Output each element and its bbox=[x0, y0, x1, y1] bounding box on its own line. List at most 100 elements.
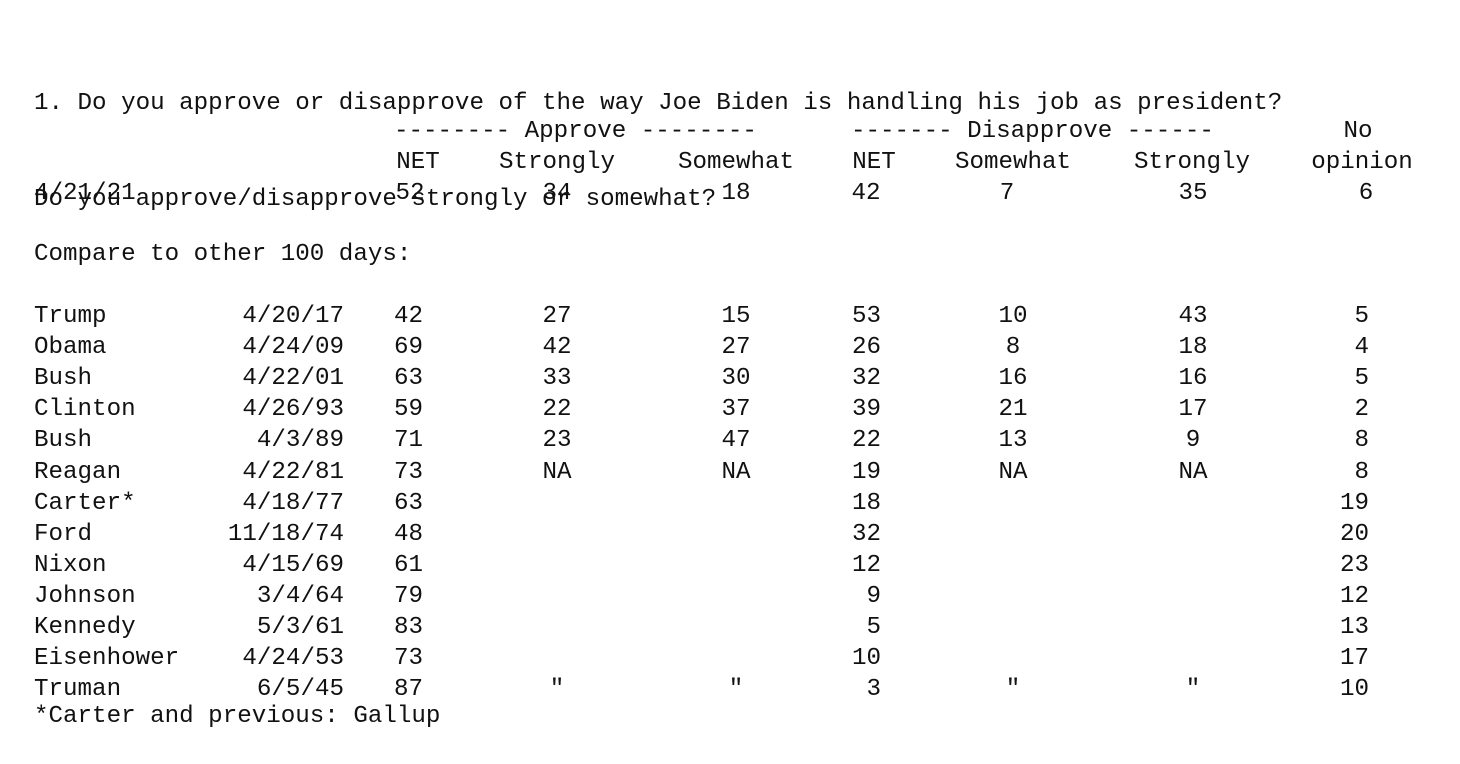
cell-approve-somewhat: NA bbox=[721, 459, 751, 486]
cell-disapprove-somewhat: 10 bbox=[998, 303, 1028, 330]
cell-disapprove-net: 3 bbox=[866, 676, 881, 703]
cell-disapprove-net: 32 bbox=[851, 521, 881, 548]
current-date: 4/21/21 bbox=[34, 180, 136, 207]
president-name: Trump bbox=[34, 303, 107, 330]
cell-approve-somewhat: 37 bbox=[721, 396, 751, 423]
cell-approve-net: 73 bbox=[394, 645, 424, 672]
poll-date: 6/5/45 bbox=[256, 676, 344, 703]
cell-disapprove-net: 32 bbox=[851, 365, 881, 392]
col-header-approve-net: NET bbox=[396, 149, 440, 176]
cell-no-opinion: 12 bbox=[1339, 583, 1369, 610]
poll-date: 4/15/69 bbox=[242, 552, 344, 579]
cell-no-opinion: 23 bbox=[1339, 552, 1369, 579]
cell-approve-strongly: " bbox=[549, 676, 565, 703]
cell-disapprove-net: 10 bbox=[851, 645, 881, 672]
cell-approve-net: 71 bbox=[394, 427, 424, 454]
col-header-disapprove-strongly: Strongly bbox=[1133, 149, 1251, 176]
current-approve-somewhat: 18 bbox=[721, 180, 751, 207]
cell-no-opinion: 17 bbox=[1339, 645, 1369, 672]
cell-approve-strongly: NA bbox=[542, 459, 572, 486]
cell-disapprove-somewhat: 16 bbox=[998, 365, 1028, 392]
president-name: Bush bbox=[34, 365, 93, 392]
cell-approve-net: 59 bbox=[394, 396, 424, 423]
cell-disapprove-somewhat: 13 bbox=[998, 427, 1028, 454]
current-disapprove-somewhat: 7 bbox=[999, 180, 1015, 207]
president-name: Nixon bbox=[34, 552, 107, 579]
current-approve-net: 52 bbox=[395, 180, 425, 207]
cell-approve-net: 79 bbox=[394, 583, 424, 610]
president-name: Kennedy bbox=[34, 614, 136, 641]
cell-disapprove-strongly: 43 bbox=[1178, 303, 1208, 330]
col-header-disapprove-net: NET bbox=[852, 149, 896, 176]
cell-disapprove-net: 5 bbox=[866, 614, 881, 641]
cell-approve-net: 63 bbox=[394, 490, 424, 517]
current-approve-strongly: 34 bbox=[542, 180, 572, 207]
poll-date: 4/24/09 bbox=[242, 334, 344, 361]
president-name: Reagan bbox=[34, 459, 122, 486]
cell-approve-net: 73 bbox=[394, 459, 424, 486]
cell-disapprove-somewhat: 8 bbox=[1005, 334, 1021, 361]
poll-date: 4/18/77 bbox=[242, 490, 344, 517]
cell-approve-strongly: 22 bbox=[542, 396, 572, 423]
poll-date: 4/22/81 bbox=[242, 459, 344, 486]
cell-disapprove-net: 19 bbox=[851, 459, 881, 486]
cell-approve-somewhat: 15 bbox=[721, 303, 751, 330]
cell-approve-net: 83 bbox=[394, 614, 424, 641]
poll-date: 4/20/17 bbox=[242, 303, 344, 330]
cell-approve-net: 63 bbox=[394, 365, 424, 392]
poll-date: 4/3/89 bbox=[256, 427, 344, 454]
poll-date: 4/22/01 bbox=[242, 365, 344, 392]
approve-group-header: -------- Approve -------- bbox=[394, 118, 757, 145]
president-name: Obama bbox=[34, 334, 107, 361]
cell-disapprove-net: 39 bbox=[851, 396, 881, 423]
president-name: Ford bbox=[34, 521, 93, 548]
current-disapprove-strongly: 35 bbox=[1178, 180, 1208, 207]
president-name: Carter* bbox=[34, 490, 136, 517]
no-opinion-header-top: No bbox=[1343, 118, 1373, 145]
cell-disapprove-strongly: 17 bbox=[1178, 396, 1208, 423]
poll-date: 11/18/74 bbox=[227, 521, 344, 548]
no-opinion-header-bottom: opinion bbox=[1311, 149, 1413, 176]
cell-disapprove-somewhat: NA bbox=[998, 459, 1028, 486]
compare-label: Compare to other 100 days: bbox=[34, 241, 412, 268]
poll-date: 4/26/93 bbox=[242, 396, 344, 423]
col-header-disapprove-somewhat: Somewhat bbox=[954, 149, 1072, 176]
cell-approve-net: 69 bbox=[394, 334, 424, 361]
president-name: Clinton bbox=[34, 396, 136, 423]
footnote: *Carter and previous: Gallup bbox=[34, 703, 441, 730]
question-line-2: Do you approve/disapprove strongly or so… bbox=[34, 186, 717, 213]
cell-no-opinion: 19 bbox=[1339, 490, 1369, 517]
cell-disapprove-net: 18 bbox=[851, 490, 881, 517]
cell-approve-strongly: 23 bbox=[542, 427, 572, 454]
cell-approve-net: 42 bbox=[394, 303, 424, 330]
cell-no-opinion: 2 bbox=[1354, 396, 1369, 423]
cell-disapprove-net: 9 bbox=[866, 583, 881, 610]
cell-disapprove-strongly: 18 bbox=[1178, 334, 1208, 361]
cell-approve-net: 48 bbox=[394, 521, 424, 548]
cell-approve-somewhat: " bbox=[728, 676, 744, 703]
current-no-opinion: 6 bbox=[1358, 180, 1374, 207]
cell-no-opinion: 4 bbox=[1354, 334, 1369, 361]
disapprove-group-header: ------- Disapprove ------ bbox=[851, 118, 1214, 145]
president-name: Bush bbox=[34, 427, 93, 454]
president-name: Truman bbox=[34, 676, 122, 703]
cell-approve-net: 61 bbox=[394, 552, 424, 579]
question-text: 1. Do you approve or disapprove of the w… bbox=[34, 24, 1282, 280]
cell-approve-strongly: 33 bbox=[542, 365, 572, 392]
cell-no-opinion: 8 bbox=[1354, 459, 1369, 486]
cell-disapprove-somewhat: 21 bbox=[998, 396, 1028, 423]
cell-disapprove-net: 22 bbox=[851, 427, 881, 454]
question-line-1: 1. Do you approve or disapprove of the w… bbox=[34, 90, 1283, 117]
cell-disapprove-somewhat: " bbox=[1005, 676, 1021, 703]
poll-date: 4/24/53 bbox=[242, 645, 344, 672]
cell-approve-somewhat: 30 bbox=[721, 365, 751, 392]
president-name: Johnson bbox=[34, 583, 136, 610]
col-header-approve-somewhat: Somewhat bbox=[677, 149, 795, 176]
cell-approve-somewhat: 27 bbox=[721, 334, 751, 361]
president-name: Eisenhower bbox=[34, 645, 180, 672]
cell-approve-somewhat: 47 bbox=[721, 427, 751, 454]
current-disapprove-net: 42 bbox=[851, 180, 881, 207]
col-header-approve-strongly: Strongly bbox=[498, 149, 616, 176]
cell-approve-net: 87 bbox=[394, 676, 424, 703]
